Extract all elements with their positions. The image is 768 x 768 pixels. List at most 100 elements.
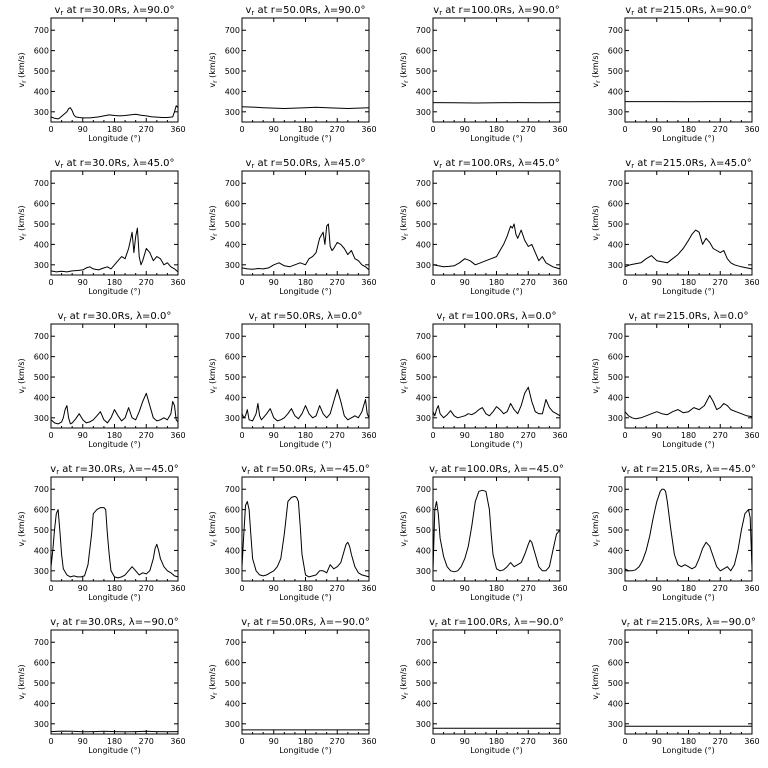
x-tick-label: 0	[622, 278, 627, 287]
subplot-1: vr at r=30.0Rs, λ=90.0° 0 90 180 270 360 300 40…	[17, 5, 186, 143]
y-tick-label: 600	[225, 200, 240, 209]
y-tick-label: 700	[34, 26, 49, 35]
subplot-10: vr at r=50.0Rs, λ=0.0° 0 90 180 270 360 300 400…	[208, 311, 377, 449]
x-tick-label: 360	[361, 278, 376, 287]
x-tick-label: 180	[298, 431, 313, 440]
y-axis-label: vr (km/s)	[17, 664, 28, 699]
y-tick-label: 300	[608, 720, 623, 729]
y-tick-label: 400	[608, 240, 623, 249]
x-tick-label: 0	[48, 431, 53, 440]
subplot-2: vr at r=50.0Rs, λ=90.0° 0 90 180 270 360 300 40…	[208, 5, 377, 143]
y-tick-label: 400	[34, 546, 49, 555]
x-tick-label: 270	[521, 431, 536, 440]
series-line-1	[50, 105, 179, 120]
y-tick-label: 600	[225, 47, 240, 56]
x-tick-label: 90	[460, 737, 470, 746]
y-tick-label: 400	[416, 699, 431, 708]
y-tick-label: 600	[416, 506, 431, 515]
x-tick-label: 270	[521, 584, 536, 593]
y-tick-label: 700	[416, 179, 431, 188]
plot-title: vr at r=100.0Rs, λ=−45.0°	[429, 464, 564, 476]
y-tick-label: 500	[608, 220, 623, 229]
x-tick-label: 270	[713, 431, 728, 440]
x-tick-label: 0	[239, 431, 244, 440]
x-tick-label: 270	[713, 278, 728, 287]
x-tick-label: 270	[713, 737, 728, 746]
y-tick-label: 600	[608, 200, 623, 209]
y-tick-label: 500	[34, 679, 49, 688]
x-tick-label: 180	[489, 584, 504, 593]
plot-frame	[241, 476, 370, 582]
y-tick-label: 300	[608, 108, 623, 117]
subplot-11: vr at r=100.0Rs, λ=0.0° 0 90 180 270 360 300 40…	[399, 311, 568, 449]
subplot-15: vr at r=100.0Rs, λ=−45.0° 0 90 180 270 360 300…	[399, 464, 568, 602]
y-tick-label: 500	[416, 373, 431, 382]
plot-frame	[241, 170, 370, 276]
y-tick-label: 700	[34, 179, 49, 188]
x-tick-label: 270	[139, 584, 154, 593]
x-tick-label: 0	[48, 584, 53, 593]
x-tick-label: 360	[170, 431, 185, 440]
y-tick-label: 300	[34, 108, 49, 117]
x-tick-label: 270	[330, 278, 345, 287]
y-tick-label: 400	[416, 393, 431, 402]
y-tick-label: 600	[416, 659, 431, 668]
plot-frame	[50, 629, 179, 735]
x-tick-label: 360	[552, 737, 567, 746]
x-tick-label: 270	[521, 737, 536, 746]
x-tick-label: 360	[361, 125, 376, 134]
subplot-4: vr at r=215.0Rs, λ=90.0° 0 90 180 270 360 300 4…	[591, 5, 760, 143]
y-tick-label: 500	[34, 220, 49, 229]
x-tick-label: 180	[489, 278, 504, 287]
plot-title: vr at r=100.0Rs, λ=45.0°	[433, 158, 559, 170]
x-axis-label: Longitude (°)	[662, 287, 715, 296]
y-tick-label: 700	[225, 26, 240, 35]
x-tick-label: 270	[330, 737, 345, 746]
x-tick-label: 90	[460, 431, 470, 440]
y-axis-label: vr (km/s)	[399, 511, 410, 546]
y-axis-label: vr (km/s)	[17, 205, 28, 240]
y-tick-label: 600	[34, 353, 49, 362]
y-tick-label: 400	[225, 699, 240, 708]
x-tick-label: 90	[269, 737, 279, 746]
x-tick-label: 0	[622, 125, 627, 134]
x-tick-label: 90	[652, 431, 662, 440]
x-tick-label: 90	[78, 584, 88, 593]
x-tick-label: 360	[744, 278, 759, 287]
y-tick-label: 400	[34, 87, 49, 96]
plot-title: vr at r=50.0Rs, λ=90.0°	[245, 5, 365, 17]
x-tick-label: 180	[489, 737, 504, 746]
x-tick-label: 180	[107, 431, 122, 440]
x-axis-label: Longitude (°)	[662, 593, 715, 602]
y-tick-label: 700	[225, 179, 240, 188]
y-tick-label: 600	[608, 47, 623, 56]
x-tick-label: 360	[361, 584, 376, 593]
y-tick-label: 400	[34, 393, 49, 402]
series-line-1	[50, 507, 179, 579]
y-tick-label: 600	[34, 506, 49, 515]
y-tick-label: 400	[416, 87, 431, 96]
y-tick-label: 500	[34, 373, 49, 382]
x-tick-label: 180	[489, 125, 504, 134]
y-tick-label: 300	[34, 414, 49, 423]
x-axis-label: Longitude (°)	[470, 287, 523, 296]
y-tick-label: 700	[608, 638, 623, 647]
y-tick-label: 700	[608, 332, 623, 341]
y-tick-label: 300	[416, 108, 431, 117]
x-tick-label: 270	[521, 278, 536, 287]
y-tick-label: 700	[34, 332, 49, 341]
x-axis-label: Longitude (°)	[662, 440, 715, 449]
y-tick-label: 500	[608, 373, 623, 382]
plot-frame	[624, 17, 753, 123]
x-axis-label: Longitude (°)	[279, 440, 332, 449]
y-tick-label: 300	[416, 720, 431, 729]
y-tick-label: 300	[225, 108, 240, 117]
x-tick-label: 360	[361, 737, 376, 746]
y-tick-label: 500	[34, 67, 49, 76]
plot-title: vr at r=50.0Rs, λ=0.0°	[249, 311, 363, 323]
y-tick-label: 700	[416, 485, 431, 494]
subplot-6: vr at r=50.0Rs, λ=45.0° 0 90 180 270 360 300 40…	[208, 158, 377, 296]
x-tick-label: 180	[298, 278, 313, 287]
subplot-8: vr at r=215.0Rs, λ=45.0° 0 90 180 270 360 300 4…	[591, 158, 760, 296]
y-tick-label: 700	[416, 26, 431, 35]
